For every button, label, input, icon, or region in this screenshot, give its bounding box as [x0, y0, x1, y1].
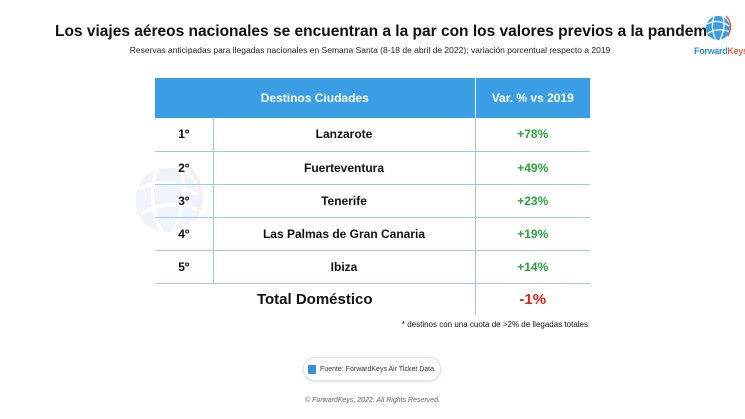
city-cell: Las Palmas de Gran Canaria — [213, 217, 475, 251]
rank-cell: 1º — [155, 118, 214, 152]
rank-cell: 4º — [155, 217, 214, 251]
total-variation: -1% — [474, 283, 590, 315]
globe-icon — [706, 15, 732, 41]
destinations-table: Destinos Ciudades Var. % vs 2019 1º Lanza… — [155, 78, 590, 315]
variation-cell: +23% — [474, 184, 590, 218]
page-title: Los viajes aéreos nacionales se encuentr… — [55, 23, 721, 40]
table-row: 4º Las Palmas de Gran Canaria +19% — [155, 217, 590, 251]
document-icon — [308, 364, 317, 374]
rank-cell: 3º — [155, 184, 214, 218]
table-row: 2º Fuerteventura +49% — [155, 151, 590, 185]
variation-cell: +19% — [474, 217, 590, 251]
source-text: Fuente: ForwardKeys Air Ticket Data. — [320, 365, 436, 373]
total-label: Total Doméstico — [256, 290, 373, 308]
rank-cell: 2º — [155, 151, 214, 185]
header-variation: Var. % vs 2019 — [474, 78, 590, 118]
total-row: Total Doméstico -1% — [155, 283, 590, 315]
page-subtitle: Reservas anticipadas para llegadas nacio… — [129, 45, 611, 55]
city-cell: Fuerteventura — [213, 151, 475, 185]
variation-cell: +78% — [474, 118, 590, 152]
table-header: Destinos Ciudades Var. % vs 2019 — [155, 78, 590, 118]
copyright: © ForwardKeys, 2022. All Rights Reserved… — [305, 397, 440, 404]
table-row: 5º Ibiza +14% — [155, 250, 590, 284]
variation-cell: +49% — [474, 151, 590, 185]
header-destinations: Destinos Ciudades — [155, 78, 475, 118]
forwardkeys-logo: ForwardKeys — [694, 14, 745, 56]
footnote: * destinos con una cuota de >2% de llega… — [401, 320, 588, 329]
table-row: 1º Lanzarote +78% — [155, 118, 590, 152]
city-cell: Ibiza — [213, 250, 475, 284]
source-badge: Fuente: ForwardKeys Air Ticket Data. — [303, 357, 441, 381]
city-cell: Lanzarote — [213, 118, 475, 152]
table-row: 3º Tenerife +23% — [155, 184, 590, 218]
city-cell: Tenerife — [213, 184, 475, 218]
rank-cell: 5º — [155, 250, 214, 284]
variation-cell: +14% — [474, 250, 590, 284]
